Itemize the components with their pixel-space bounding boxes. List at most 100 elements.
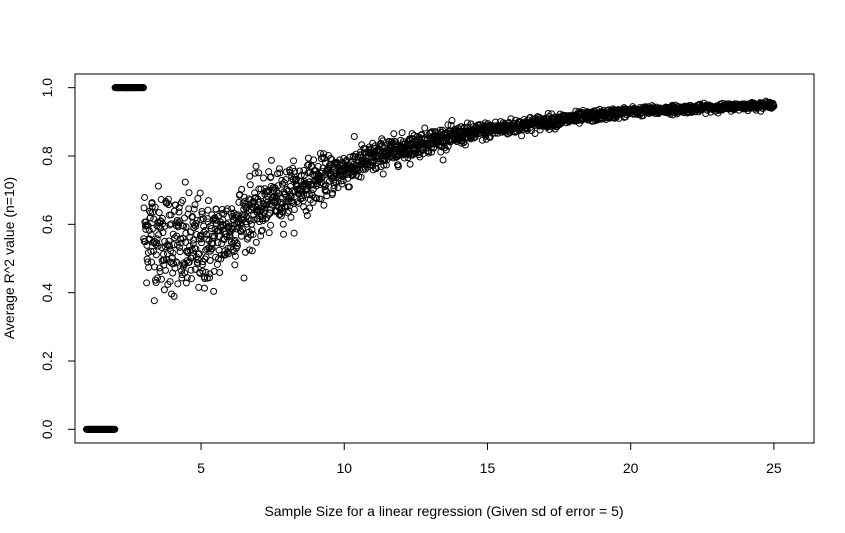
data-point	[147, 247, 155, 255]
data-point	[258, 226, 266, 234]
data-point	[531, 130, 539, 138]
data-point	[310, 156, 318, 164]
x-tick-label: 20	[623, 460, 639, 476]
data-point	[195, 250, 203, 258]
data-point	[248, 226, 256, 234]
data-point	[327, 154, 335, 162]
data-point	[408, 130, 416, 138]
data-points	[82, 84, 778, 433]
data-point	[151, 263, 159, 271]
data-point	[150, 297, 158, 305]
data-point	[206, 257, 214, 264]
data-point	[165, 237, 173, 245]
y-tick-label: 0.4	[39, 283, 55, 303]
data-point	[245, 246, 253, 254]
data-point	[247, 231, 255, 239]
data-point	[321, 183, 329, 191]
data-point	[155, 209, 163, 217]
data-point	[179, 196, 187, 204]
data-point	[461, 141, 469, 149]
data-point	[255, 169, 263, 177]
data-point	[231, 261, 239, 269]
data-point	[143, 279, 151, 287]
data-point	[157, 195, 165, 203]
data-point	[382, 161, 390, 169]
data-point	[346, 153, 354, 161]
data-point	[406, 160, 414, 168]
data-point	[158, 244, 166, 252]
data-point	[200, 284, 208, 292]
data-point	[210, 287, 218, 295]
data-point	[142, 225, 150, 233]
data-point	[350, 133, 358, 141]
data-point	[379, 170, 387, 178]
data-point	[246, 172, 254, 180]
data-point	[240, 274, 248, 282]
data-point	[313, 195, 321, 203]
data-point	[185, 258, 193, 266]
data-point	[163, 199, 171, 207]
data-point	[202, 253, 210, 261]
data-point	[187, 266, 195, 274]
data-point	[199, 215, 207, 223]
data-point	[170, 292, 178, 300]
data-point	[544, 109, 552, 117]
data-point	[185, 189, 193, 197]
data-point	[190, 205, 198, 213]
data-point	[248, 247, 256, 255]
data-point	[180, 214, 188, 222]
data-point	[204, 197, 212, 205]
data-point	[151, 203, 159, 211]
data-point	[390, 130, 398, 138]
data-point	[338, 180, 346, 188]
data-point	[167, 211, 175, 219]
data-point	[463, 119, 471, 127]
data-point	[154, 242, 162, 250]
data-point	[276, 169, 284, 177]
data-point	[180, 222, 188, 230]
data-point	[152, 279, 160, 287]
data-point	[267, 156, 275, 164]
data-point	[147, 231, 155, 239]
data-point	[442, 146, 450, 154]
data-point	[205, 244, 213, 252]
data-point	[182, 279, 190, 287]
data-point	[231, 252, 239, 260]
data-point	[439, 156, 447, 164]
data-point	[174, 221, 182, 229]
data-point	[166, 278, 174, 286]
data-point	[280, 230, 288, 238]
data-point	[201, 226, 209, 234]
data-point	[252, 238, 260, 246]
data-point	[314, 162, 322, 170]
y-tick-label: 0.0	[39, 419, 55, 439]
data-point	[252, 162, 260, 170]
data-point	[188, 275, 196, 283]
data-point	[368, 158, 376, 166]
data-point	[152, 251, 160, 259]
data-point	[141, 193, 149, 201]
data-point	[193, 216, 201, 224]
data-point	[153, 239, 161, 247]
data-point	[357, 173, 365, 181]
data-point	[448, 116, 456, 124]
data-point	[111, 425, 119, 433]
data-point	[279, 220, 287, 228]
data-point	[316, 150, 324, 158]
data-point	[284, 209, 292, 217]
data-point	[175, 208, 183, 216]
data-point	[223, 205, 231, 213]
data-point	[218, 206, 226, 214]
data-point	[267, 173, 275, 181]
data-point	[160, 256, 168, 264]
data-point	[345, 183, 353, 191]
data-point	[166, 242, 174, 250]
data-point	[290, 157, 298, 165]
data-point	[249, 230, 257, 238]
x-axis-title: Sample Size for a linear regression (Giv…	[264, 503, 623, 519]
data-point	[154, 182, 162, 190]
data-point	[320, 201, 328, 209]
y-tick-label: 0.2	[39, 351, 55, 371]
data-point	[153, 274, 161, 282]
